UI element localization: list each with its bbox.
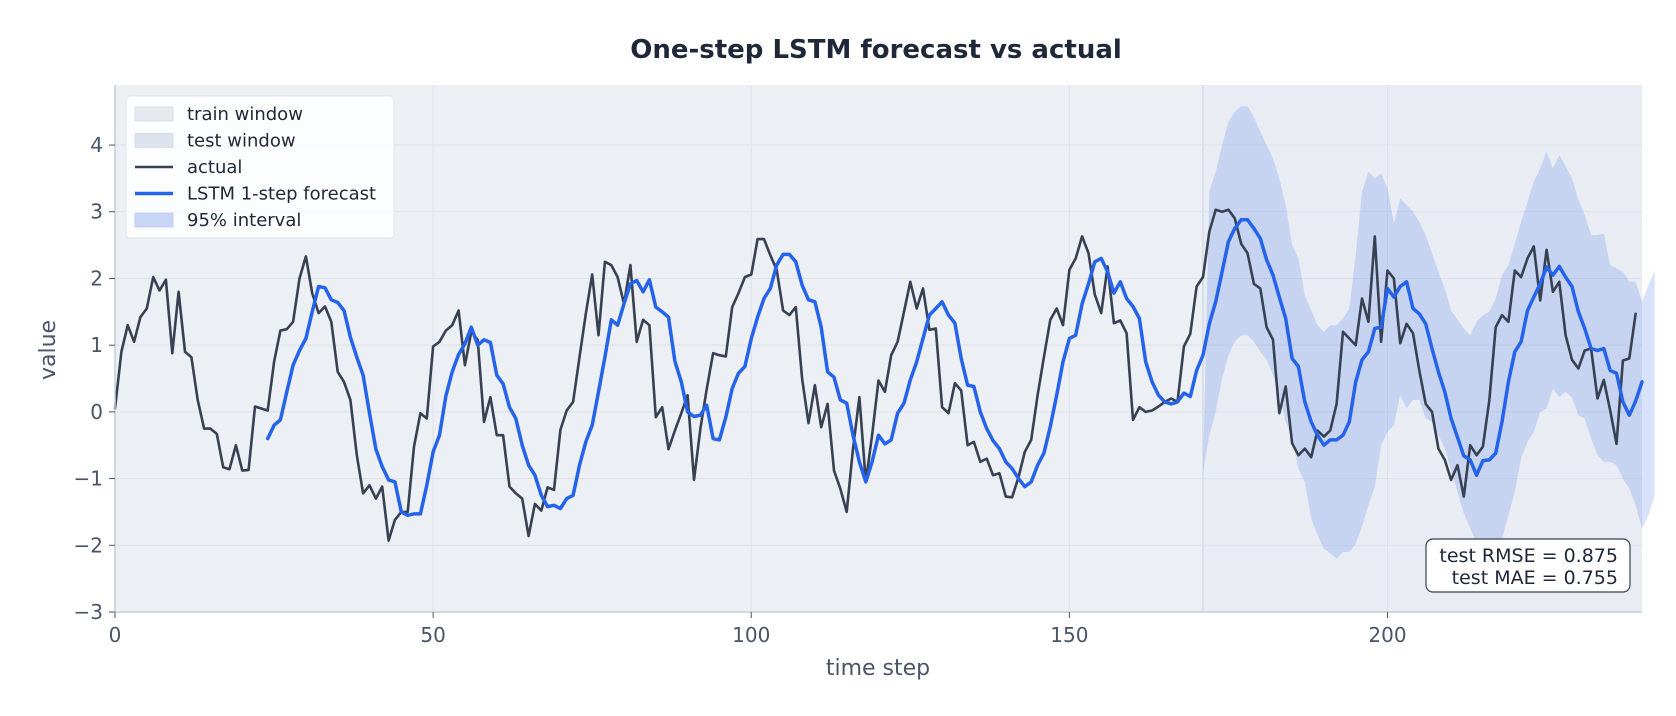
legend-swatch: [134, 212, 174, 228]
series-lstm-forecast: [265, 218, 1644, 518]
legend-label: train window: [187, 104, 303, 125]
metrics-box: test RMSE = 0.875 test MAE = 0.755: [1425, 538, 1631, 593]
y-axis-label: value: [36, 320, 61, 380]
y-tick-label: −1: [74, 467, 103, 491]
legend-label: test window: [187, 131, 296, 152]
legend-swatch: [134, 133, 174, 148]
metric-mae: test MAE = 0.755: [1452, 567, 1618, 589]
legend-label: LSTM 1-step forecast: [187, 184, 376, 205]
metrics-frame: [1425, 538, 1631, 593]
x-tick-label: 0: [109, 623, 122, 647]
metric-rmse: test RMSE = 0.875: [1439, 545, 1618, 567]
x-axis-label: time step: [826, 656, 930, 681]
legend-swatch: [134, 106, 174, 122]
y-tick-label: 1: [90, 333, 103, 357]
ticks: 0 50 100 150 200 −3 −2 −1 0 1 2 3 4: [74, 133, 1407, 647]
y-tick-label: −2: [74, 533, 103, 557]
legend-label: 95% interval: [187, 210, 301, 231]
y-tick-label: 0: [90, 400, 103, 424]
y-tick-label: 3: [90, 200, 103, 224]
x-tick-label: 200: [1368, 623, 1406, 647]
series-layer: [113, 208, 1644, 542]
legend-box: [125, 95, 395, 239]
x-tick-label: 150: [1050, 623, 1088, 647]
y-tick-label: 2: [90, 266, 103, 290]
x-tick-label: 100: [732, 623, 770, 647]
y-tick-label: 4: [90, 133, 103, 157]
legend-label: actual: [187, 157, 242, 178]
chart-title: One-step LSTM forecast vs actual: [630, 35, 1122, 65]
x-tick-label: 50: [420, 623, 445, 647]
series-actual: [113, 208, 1637, 542]
y-tick-label: −3: [74, 600, 103, 624]
legend: train window test window actual LSTM 1-step…: [125, 95, 395, 239]
